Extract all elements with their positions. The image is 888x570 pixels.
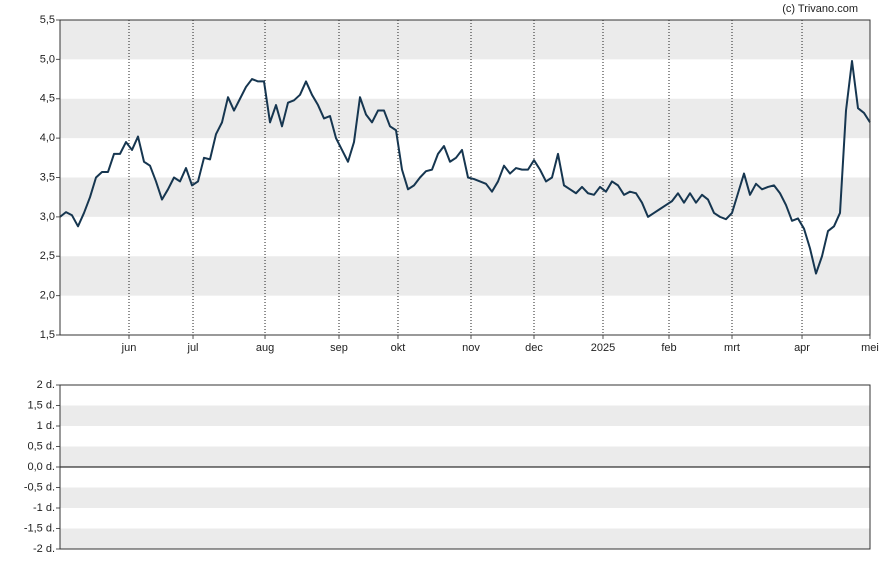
y-tick-label: 2,0 bbox=[40, 290, 55, 302]
x-tick-label: okt bbox=[391, 342, 406, 354]
plot-frame bbox=[59, 384, 871, 550]
grid-band bbox=[60, 528, 870, 549]
x-tick-label: aug bbox=[256, 342, 274, 354]
grid-band bbox=[60, 405, 870, 426]
plot-frame bbox=[59, 19, 871, 336]
x-tick-label: 2025 bbox=[591, 342, 615, 354]
x-tick-label: sep bbox=[330, 342, 348, 354]
x-tick-label: jul bbox=[187, 342, 199, 354]
y-tick-label: 4,0 bbox=[40, 132, 55, 144]
x-tick-label: dec bbox=[525, 342, 543, 354]
y-tick-label: 3,0 bbox=[40, 211, 55, 223]
grid-band bbox=[60, 256, 870, 296]
x-tick-label: mrt bbox=[724, 342, 740, 354]
y-tick-label: 5,5 bbox=[40, 14, 55, 26]
y-tick-label: 0,5 d. bbox=[27, 440, 55, 452]
grid-band bbox=[60, 446, 870, 467]
y-tick-label: 4,5 bbox=[40, 93, 55, 105]
x-tick-label: feb bbox=[661, 342, 676, 354]
y-tick-label: 1 d. bbox=[37, 420, 55, 432]
y-tick-label: -1 d. bbox=[33, 502, 55, 514]
y-tick-label: 0,0 d. bbox=[27, 461, 55, 473]
grid-band bbox=[60, 98, 870, 139]
x-tick-label: apr bbox=[794, 342, 810, 354]
y-tick-label: -1,5 d. bbox=[24, 522, 55, 534]
y-tick-label: 1,5 d. bbox=[27, 399, 55, 411]
grid-band bbox=[60, 177, 870, 217]
y-tick-label: 5,0 bbox=[40, 53, 55, 65]
y-tick-label: 3,5 bbox=[40, 171, 55, 183]
x-tick-label: nov bbox=[462, 342, 480, 354]
y-tick-label: -2 d. bbox=[33, 543, 55, 555]
grid-band bbox=[60, 487, 870, 508]
source-label: (c) Trivano.com bbox=[782, 3, 858, 15]
y-tick-label: 2,5 bbox=[40, 250, 55, 262]
x-tick-label: mei bbox=[861, 342, 879, 354]
y-tick-label: 1,5 bbox=[40, 329, 55, 341]
x-tick-label: jun bbox=[121, 342, 137, 354]
y-tick-label: -0,5 d. bbox=[24, 481, 55, 493]
y-tick-label: 2 d. bbox=[37, 379, 55, 391]
grid-band bbox=[60, 20, 870, 60]
price-line bbox=[59, 59, 871, 275]
